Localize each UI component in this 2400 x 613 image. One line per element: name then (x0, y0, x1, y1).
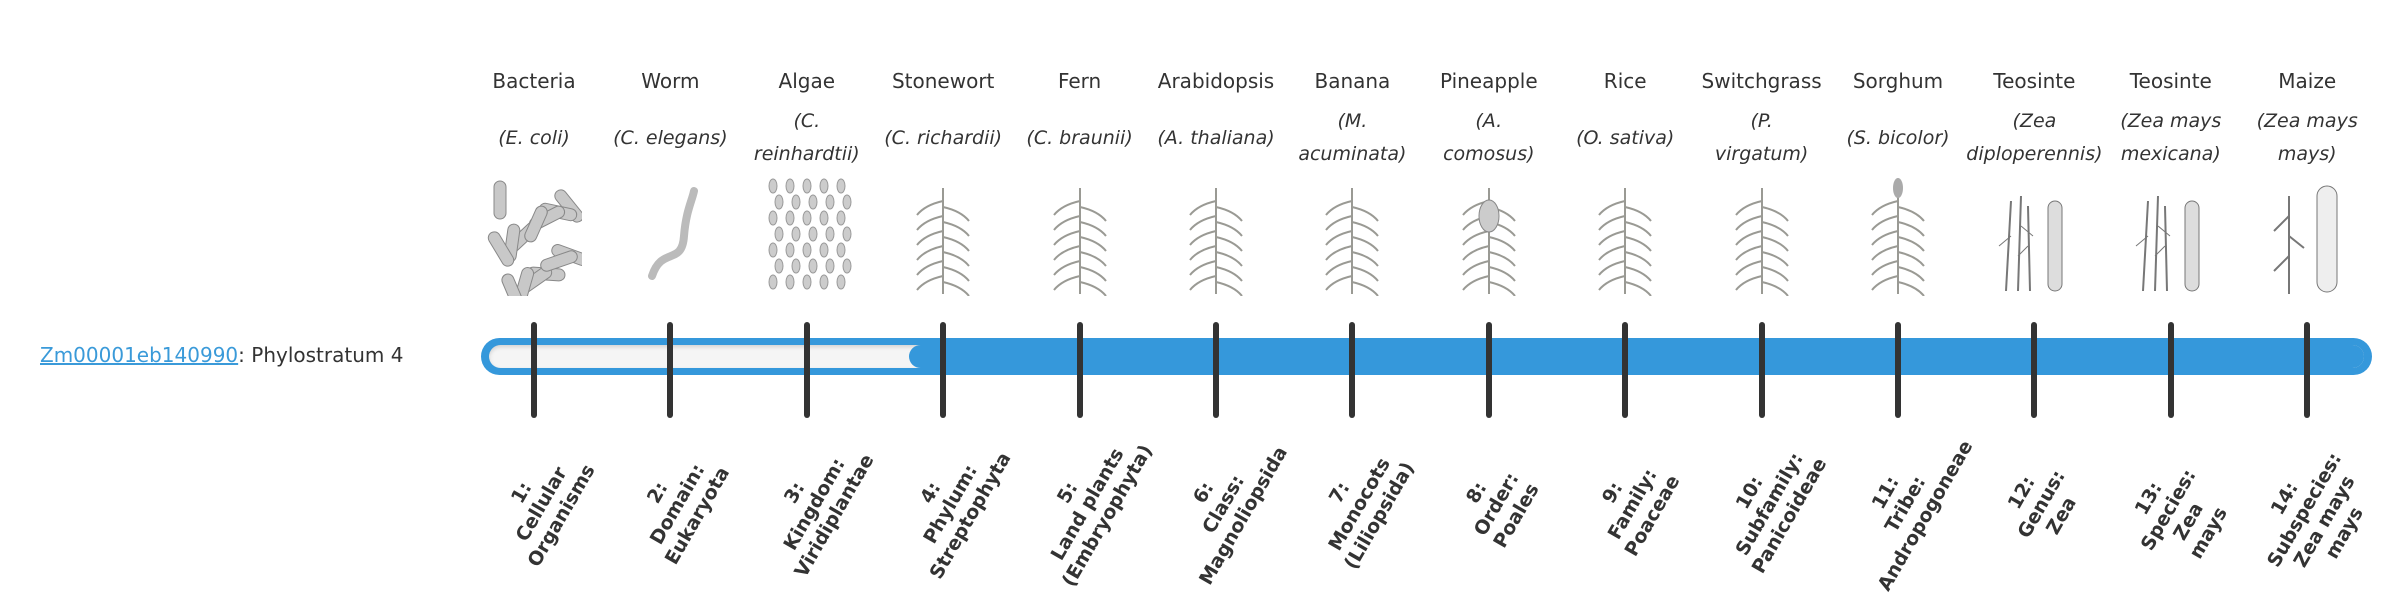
scientific-name-line: (O. sativa) (1576, 126, 1675, 149)
stratum-tick (1622, 322, 1629, 418)
organism-scientific-name: (C. braunii) (1012, 108, 1148, 168)
organism-common-name: Sorghum (1852, 69, 1944, 93)
scientific-name-line: virgatum) (1714, 143, 1809, 165)
organism-scientific-name: (Zea mays mays) (2239, 108, 2375, 168)
organism-scientific-name: (Zea diploperennis) (1966, 108, 2102, 168)
algae-icon (768, 178, 852, 290)
organism-scientific-name: (A. comosus) (1421, 108, 1557, 168)
phylostratum-bar (481, 338, 2372, 375)
scientific-name-line: (M. (1337, 110, 1368, 132)
stratum-tick (803, 322, 810, 418)
scientific-name-line: (C. (793, 110, 821, 132)
stratum-tick (940, 322, 947, 418)
pineapple-icon (1462, 188, 1516, 296)
stratum-tick (2031, 322, 2038, 418)
rice-icon (1598, 188, 1652, 296)
stratum-label: 14: Subspecies: Zea mays mays (2230, 420, 2400, 571)
organism-common-name: Bacteria (492, 69, 576, 93)
stratum-tick (1076, 322, 1083, 418)
arabidopsis-icon (1189, 188, 1243, 296)
organism-scientific-name: (C. richardii) (875, 108, 1011, 168)
organism-common-name: Teosinte (2129, 69, 2212, 93)
bacteria-icon (487, 180, 582, 296)
organism-scientific-name: (S. bicolor) (1830, 108, 1966, 168)
switchgrass-icon (1734, 188, 1789, 296)
maize-icon (2273, 185, 2338, 294)
stratum-tick (1349, 322, 1356, 418)
organism-common-name: Teosinte (1993, 69, 2076, 93)
phylostratum-text: : Phylostratum 4 (238, 343, 404, 367)
scientific-name-line: reinhardtii) (753, 143, 860, 165)
organism-common-name: Algae (778, 69, 836, 93)
organism-scientific-name: (C. elegans) (602, 108, 738, 168)
stratum-tick (2304, 322, 2311, 418)
stratum-tick (667, 322, 674, 418)
phylostratum-track (489, 345, 2364, 368)
stratum-tick (1213, 322, 1219, 418)
gene-link[interactable]: Zm00001eb140990 (40, 343, 239, 367)
organism-scientific-name: (M. acuminata) (1284, 108, 1420, 168)
stratum-tick (2167, 322, 2174, 418)
teosinte-icon (1999, 195, 2063, 292)
scientific-name-line: (A. thaliana) (1157, 126, 1275, 149)
stratum-tick (1895, 322, 1901, 418)
organism-common-name: Pineapple (1439, 69, 1538, 93)
scientific-name-line: (E. coli) (498, 126, 570, 149)
scientific-name-line: comosus) (1443, 143, 1535, 165)
organism-common-name: Switchgrass (1701, 69, 1822, 93)
gene-label: Zm00001eb140990: Phylostratum 4 (40, 339, 403, 371)
worm-icon (648, 187, 699, 280)
organism-common-name: Maize (2278, 69, 2337, 93)
scientific-name-line: mays) (2277, 143, 2337, 165)
organism-common-name: Worm (641, 69, 700, 93)
scientific-name-line: (Zea mays (2120, 110, 2222, 132)
scientific-name-line: (C. elegans) (613, 126, 728, 149)
scientific-name-line: mexicana) (2120, 143, 2221, 165)
fern-icon (1052, 188, 1107, 296)
stratum-tick (531, 322, 537, 418)
organism-common-name: Arabidopsis (1157, 69, 1275, 93)
organism-common-name: Stonewort (891, 69, 995, 93)
scientific-name-line: (Zea mays (2256, 110, 2358, 132)
phylostratum-fill (909, 345, 2364, 368)
teosinte-icon (2135, 195, 2200, 292)
organism-scientific-name: (A. thaliana) (1148, 108, 1284, 168)
scientific-name-line: (C. braunii) (1026, 126, 1133, 149)
scientific-name-line: (Zea (2012, 110, 2057, 132)
organism-scientific-name: (P. virgatum) (1694, 108, 1830, 168)
organism-scientific-name: (Zea mays mexicana) (2103, 108, 2239, 168)
organism-scientific-name: (E. coli) (466, 108, 602, 168)
scientific-name-line: (C. richardii) (884, 126, 1003, 149)
stonewort-icon (916, 188, 970, 296)
scientific-name-line: (P. (1750, 110, 1773, 132)
stratum-tick (1485, 322, 1492, 418)
scientific-name-line: (S. bicolor) (1846, 126, 1950, 149)
scientific-name-line: (A. (1475, 110, 1503, 132)
organism-common-name: Rice (1603, 69, 1647, 93)
organism-common-name: Banana (1314, 69, 1391, 93)
banana-icon (1325, 188, 1380, 296)
organism-scientific-name: (C. reinhardtii) (739, 108, 875, 168)
scientific-name-line: acuminata) (1298, 143, 1407, 165)
scientific-name-line: diploperennis) (1966, 143, 2103, 165)
sorghum-icon (1871, 178, 1925, 296)
organism-common-name: Fern (1057, 69, 1102, 93)
organism-scientific-name: (O. sativa) (1557, 108, 1693, 168)
stratum-tick (1758, 322, 1765, 418)
